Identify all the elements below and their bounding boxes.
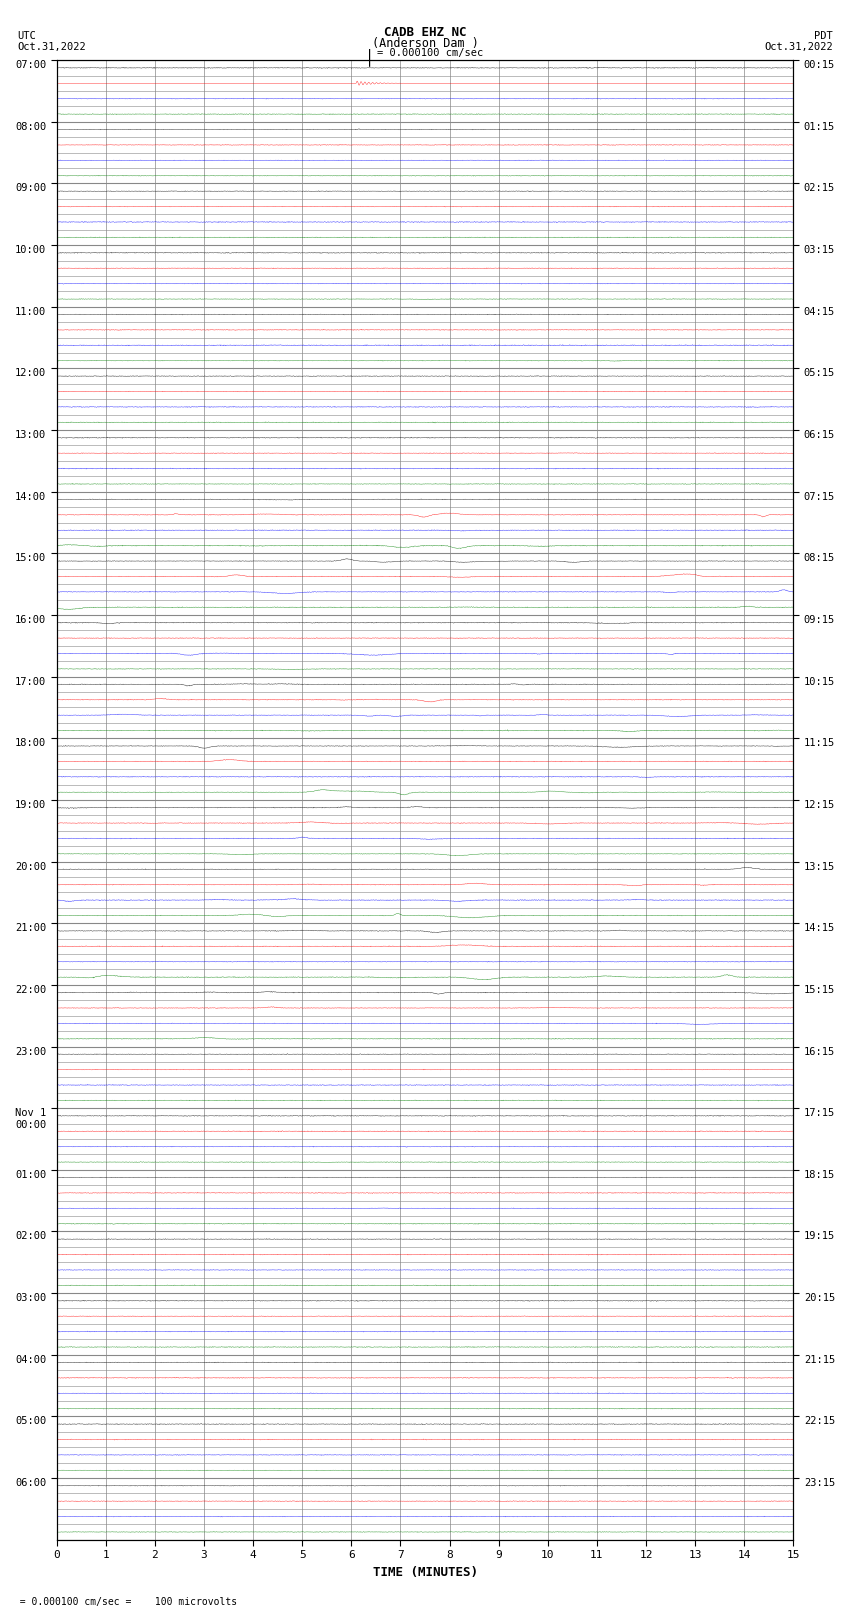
Text: CADB EHZ NC: CADB EHZ NC bbox=[383, 26, 467, 39]
Text: = 0.000100 cm/sec =    100 microvolts: = 0.000100 cm/sec = 100 microvolts bbox=[8, 1597, 238, 1607]
Text: │: │ bbox=[366, 48, 374, 66]
Text: (Anderson Dam ): (Anderson Dam ) bbox=[371, 37, 479, 50]
Text: UTC
Oct.31,2022: UTC Oct.31,2022 bbox=[17, 31, 86, 52]
X-axis label: TIME (MINUTES): TIME (MINUTES) bbox=[372, 1566, 478, 1579]
Text: = 0.000100 cm/sec: = 0.000100 cm/sec bbox=[377, 48, 483, 58]
Text: PDT
Oct.31,2022: PDT Oct.31,2022 bbox=[764, 31, 833, 52]
